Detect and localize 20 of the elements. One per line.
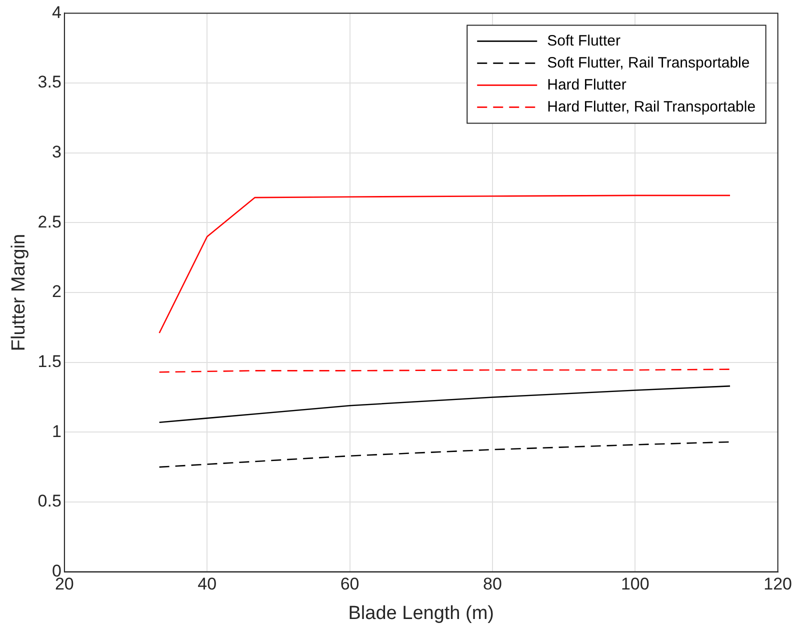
y-tick-label: 1.5 — [38, 352, 62, 372]
y-tick-label: 3 — [52, 142, 62, 162]
legend-label: Hard Flutter — [547, 76, 626, 94]
x-tick-label: 100 — [620, 574, 650, 594]
x-tick-label: 80 — [483, 574, 502, 594]
x-axis-title: Blade Length (m) — [348, 602, 494, 624]
y-axis-title: Flutter Margin — [8, 234, 30, 352]
x-tick-label: 60 — [340, 574, 360, 594]
x-tick-label: 40 — [198, 574, 217, 594]
legend-label: Hard Flutter, Rail Transportable — [547, 98, 756, 116]
y-tick-label: 0.5 — [38, 492, 62, 511]
legend-label: Soft Flutter — [547, 32, 620, 50]
legend-label: Soft Flutter, Rail Transportable — [547, 54, 750, 72]
y-tick-label: 4 — [52, 2, 62, 22]
x-tick-label: 120 — [764, 574, 792, 594]
y-tick-label: 2.5 — [38, 212, 62, 232]
y-tick-label: 2 — [52, 282, 62, 302]
y-tick-label: 3.5 — [38, 72, 62, 92]
line-series — [158, 441, 731, 468]
y-tick-label: 1 — [52, 422, 62, 441]
